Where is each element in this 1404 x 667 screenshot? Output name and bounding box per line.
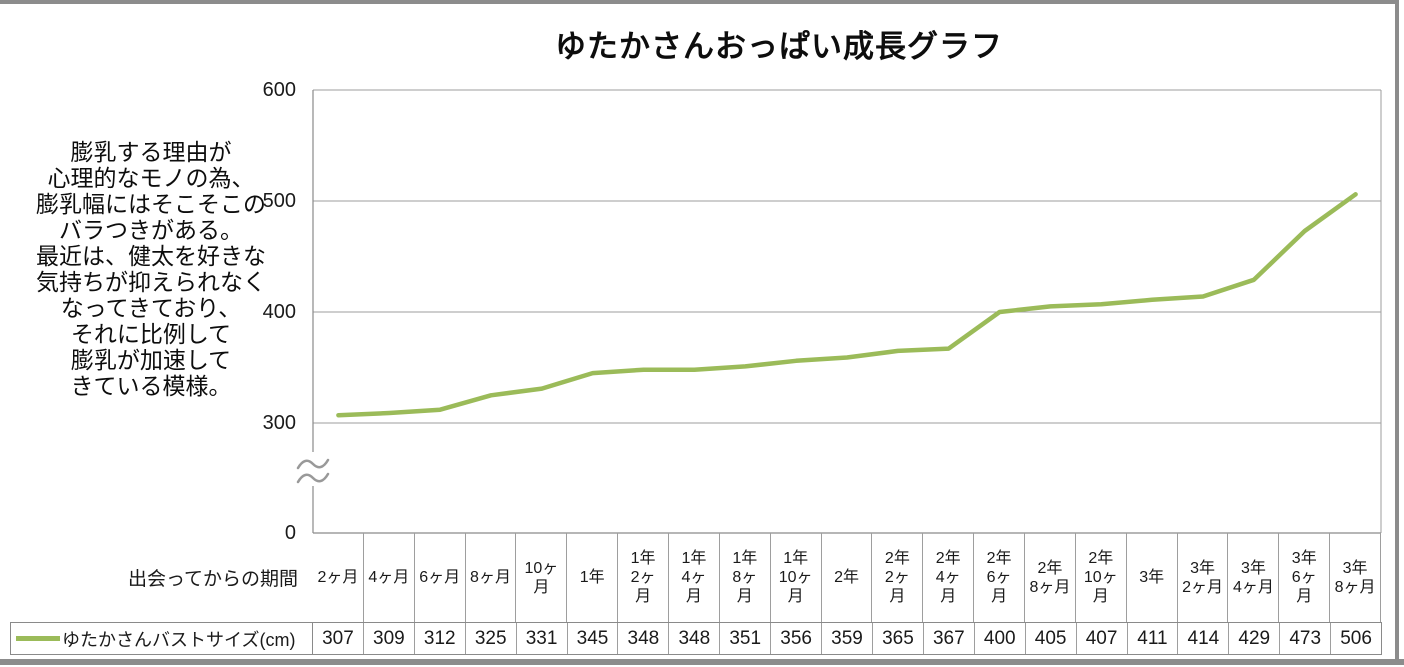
value-cell: 367 <box>924 623 975 654</box>
category-cell: 8ヶ月 <box>466 533 517 622</box>
value-cell: 506 <box>1340 627 1372 649</box>
category-cell: 3年 2ヶ月 <box>1178 533 1229 622</box>
category-cell: 2年 10ヶ 月 <box>1076 533 1127 622</box>
value-cell: 407 <box>1077 623 1128 654</box>
x-axis-title: 出会ってからの期間 <box>127 569 298 590</box>
category-cell: 1年 10ヶ 月 <box>771 533 822 622</box>
category-cell: 2ヶ月 <box>313 533 364 622</box>
value-cell: 309 <box>364 623 415 654</box>
window-edge-top <box>0 0 1399 4</box>
value-cell: 331 <box>517 623 568 654</box>
axis-break-icon <box>296 458 330 470</box>
category-cell: 3年 <box>1127 533 1178 622</box>
y-axis-tick-label: 400 <box>262 301 296 323</box>
series-legend-label: ゆたかさんバストサイズ(cm) <box>62 629 296 650</box>
window-edge-bottom <box>0 659 1404 665</box>
category-cell: 3年 4ヶ月 <box>1228 533 1280 622</box>
window-edge-right <box>1395 0 1399 661</box>
value-cell: 312 <box>415 623 466 654</box>
category-cell: 2年 8ヶ月 <box>1025 533 1076 622</box>
y-axis-tick-label: 500 <box>262 190 296 212</box>
category-cell: 10ヶ 月 <box>516 533 568 622</box>
category-cell: 3年 6ヶ 月 <box>1279 533 1331 622</box>
category-cell: 4ヶ月 <box>364 533 415 622</box>
series-line <box>336 192 1358 418</box>
category-cell: 2年 4ヶ 月 <box>923 533 975 622</box>
y-axis-tick-label: 300 <box>262 412 296 434</box>
y-axis-tick-label: 600 <box>262 79 296 101</box>
category-row: 2ヶ月 4ヶ月 6ヶ月 8ヶ月 10ヶ 月 1年 1年 2ヶ 月 1年 4ヶ 月 1年 8ヶ 月… <box>313 533 1382 622</box>
value-cell: 411 <box>1128 623 1179 654</box>
value-cell: 348 <box>618 623 670 654</box>
series-legend-swatch-icon <box>16 636 60 641</box>
value-cell: 473 <box>1280 623 1332 654</box>
value-cell: 365 <box>873 623 924 654</box>
category-cell: 2年 <box>822 533 873 622</box>
axis-break-icon <box>296 472 330 484</box>
value-cell: 414 <box>1178 623 1230 654</box>
category-cell: 3年 8ヶ月 <box>1330 533 1382 622</box>
value-cell: 400 <box>975 623 1026 654</box>
category-cell: 2年 6ヶ 月 <box>974 533 1026 622</box>
category-cell: 2年 2ヶ 月 <box>872 533 924 622</box>
category-cell: 6ヶ月 <box>415 533 466 622</box>
value-cell: 429 <box>1229 623 1281 654</box>
category-cell: 1年 <box>567 533 619 622</box>
axis-break-gap <box>304 452 322 486</box>
chart-title: ゆたかさんおっぱい成長グラフ <box>555 29 1003 64</box>
value-cell: 405 <box>1026 623 1077 654</box>
value-cell: 325 <box>466 623 517 654</box>
y-axis-tick-label: 0 <box>284 522 296 544</box>
value-cells: 307 309 312 325 331 345 348 348 351 356 359 365 367 4… <box>313 623 1381 654</box>
value-cell: 351 <box>720 623 772 654</box>
value-cell: 307 <box>313 623 364 654</box>
value-cell: 345 <box>568 623 619 654</box>
data-table-row: ゆたかさんバストサイズ(cm) 307 309 312 325 331 345 348 348… <box>10 622 1382 655</box>
legend-cell: ゆたかさんバストサイズ(cm) <box>11 623 313 654</box>
annotation-text: 膨乳する理由が 心理的なモノの為、 膨乳幅にはそこそこの バラつきがある。 最近… <box>36 139 266 399</box>
category-cell: 1年 2ヶ 月 <box>618 533 670 622</box>
value-cell: 356 <box>771 623 823 654</box>
category-cell: 1年 8ヶ 月 <box>720 533 771 622</box>
value-cell: 359 <box>822 623 873 654</box>
value-cell: 348 <box>669 623 721 654</box>
category-cell: 1年 4ヶ 月 <box>669 533 720 622</box>
